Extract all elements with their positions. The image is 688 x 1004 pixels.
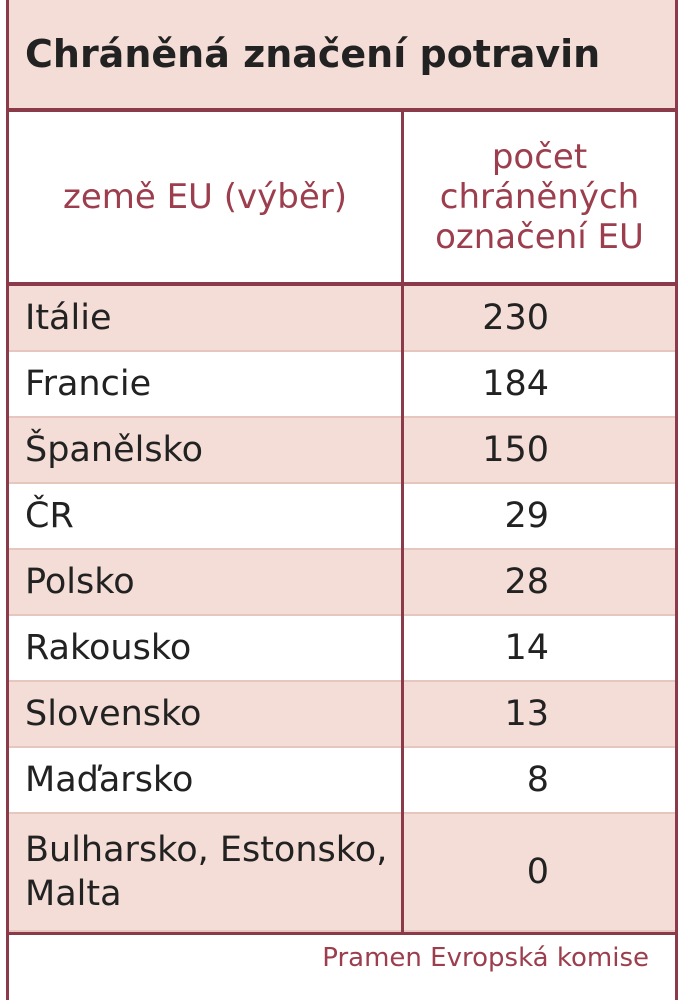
count-cell: 29: [402, 483, 675, 550]
count-cell: 184: [402, 351, 675, 418]
country-cell: Rakousko: [9, 615, 404, 682]
country-cell: Španělsko: [9, 417, 404, 484]
column-header: země EU (výběr): [9, 112, 404, 286]
title: Chráněná značení potravin: [9, 0, 675, 112]
table-row: Bulharsko, Estonsko, Malta 0: [9, 813, 675, 932]
table-row: Itálie 230: [9, 284, 675, 352]
country-cell: Bulharsko, Estonsko, Malta: [9, 813, 404, 932]
table-row: ČR 29: [9, 483, 675, 550]
table-row: Polsko 28: [9, 549, 675, 616]
country-cell: Polsko: [9, 549, 404, 616]
column-header: počet chráněných označení EU: [402, 112, 675, 286]
country-cell: Maďarsko: [9, 747, 404, 814]
country-cell: Francie: [9, 351, 404, 418]
country-cell: Slovensko: [9, 681, 404, 748]
source: Pramen Evropská komise: [9, 932, 675, 1004]
count-cell: 150: [402, 417, 675, 484]
country-cell: ČR: [9, 483, 404, 550]
table-row: Slovensko 13: [9, 681, 675, 748]
table-frame: Chráněná značení potravin země EU (výběr…: [6, 0, 678, 1000]
count-cell: 13: [402, 681, 675, 748]
count-cell: 14: [402, 615, 675, 682]
header-row: země EU (výběr) počet chráněných označen…: [9, 112, 675, 286]
count-cell: 8: [402, 747, 675, 814]
table-row: Španělsko 150: [9, 417, 675, 484]
count-cell: 0: [402, 813, 675, 932]
table-body: Itálie 230 Francie 184 Španělsko 150 ČR 29 Polsk…: [9, 284, 675, 932]
table-row: Francie 184: [9, 351, 675, 418]
table-row: Maďarsko 8: [9, 747, 675, 814]
country-cell: Itálie: [9, 284, 404, 352]
table-row: Rakousko 14: [9, 615, 675, 682]
count-cell: 28: [402, 549, 675, 616]
data-table: země EU (výběr) počet chráněných označen…: [9, 112, 675, 932]
count-cell: 230: [402, 284, 675, 352]
